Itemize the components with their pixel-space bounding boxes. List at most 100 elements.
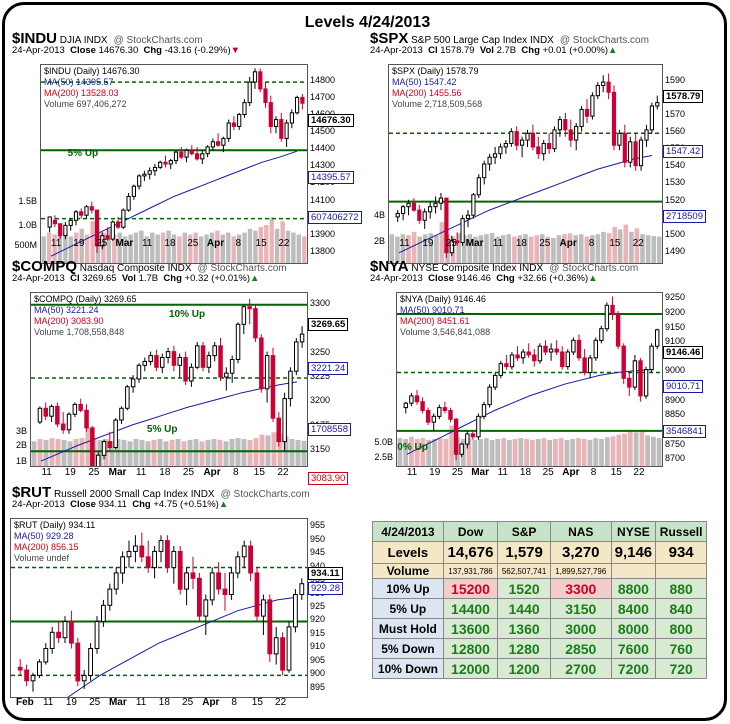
candle — [270, 347, 276, 422]
volume-bar — [117, 232, 122, 263]
y-tick-label: 3150 — [310, 444, 331, 455]
candle — [465, 210, 471, 228]
candle — [268, 95, 273, 134]
y-tick-label: 905 — [310, 654, 326, 665]
chg-direction-icon: ▲ — [588, 273, 598, 284]
candle — [571, 337, 576, 355]
x-tick-label: Apr — [206, 238, 225, 249]
price-box: 14395.57 — [308, 171, 354, 184]
candle — [247, 76, 252, 106]
level-value-cell: 720 — [655, 658, 707, 679]
candle — [17, 659, 23, 676]
volume-bar — [171, 234, 177, 263]
candle — [552, 126, 557, 153]
volume-bar — [518, 438, 524, 466]
volume-bar — [229, 439, 235, 466]
candle — [235, 322, 241, 364]
chart-symbol: $NYA — [370, 258, 409, 275]
candle — [649, 343, 654, 373]
candle — [593, 337, 599, 361]
x-tick-label: 8 — [235, 238, 242, 249]
price-svg — [397, 296, 662, 466]
volume-bar — [528, 236, 534, 263]
y-tick-label: 3225 — [310, 371, 331, 382]
volume-bar — [95, 230, 101, 263]
candle — [514, 126, 519, 151]
candle — [130, 375, 136, 393]
candle — [632, 355, 638, 390]
level-sp: 1,579 — [497, 541, 551, 564]
levels-table: 4/24/2013 Dow S&P NAS NYSE Russell Level… — [372, 521, 707, 679]
candle — [90, 425, 95, 466]
candle — [554, 340, 559, 355]
y-tick-label: 9000 — [665, 365, 686, 376]
x-tick-label: Apr — [203, 467, 221, 478]
volume-bar — [512, 236, 517, 263]
x-tick-label: 19 — [422, 238, 434, 249]
volume-tick-label: 5.0B — [374, 436, 393, 447]
x-tick-label: Apr — [202, 697, 220, 708]
candle — [590, 92, 595, 120]
chart-legend: $RUT (Daily) 934.11 MA(50) 929.28 MA(200) … — [14, 520, 95, 564]
candle — [84, 404, 89, 432]
volume-bar — [289, 439, 295, 466]
candle — [261, 594, 266, 635]
candle — [644, 124, 649, 147]
volume-bar — [483, 438, 489, 466]
candle — [498, 360, 503, 379]
candle — [221, 136, 226, 153]
chart-subheader: 24-Apr-2013 Close 9146.46 Chg +32.66 (+0… — [370, 273, 598, 284]
y-tick-label: 1540 — [665, 160, 686, 171]
candle — [206, 351, 212, 374]
level-value-cell: 3300 — [550, 578, 612, 599]
chg-value: +0.32 (+0.01%) — [184, 273, 251, 284]
volume-bar — [573, 235, 578, 263]
volume-bar — [226, 232, 231, 263]
volume-bar — [623, 224, 629, 263]
volume-axis: 4B 2B — [366, 64, 387, 264]
candle — [63, 222, 68, 240]
chart-date: 24-Apr-2013 — [370, 273, 423, 284]
candle — [395, 210, 400, 222]
price-svg — [389, 73, 662, 263]
candle — [543, 340, 548, 355]
legend-price: $RUT (Daily) 934.11 — [14, 520, 96, 530]
candle — [284, 119, 289, 147]
candle — [241, 304, 247, 335]
volume-bar — [564, 439, 570, 466]
chg-value: +0.01 (+0.00%) — [542, 45, 609, 56]
level-value-cell: 1520 — [497, 578, 551, 599]
candle — [588, 355, 593, 379]
volume-bar — [182, 232, 187, 263]
volume-tick-label: 2B — [15, 440, 27, 450]
x-tick-label: 18 — [515, 238, 527, 249]
volume-bar — [247, 439, 253, 466]
chg-direction-icon: ▲ — [608, 45, 618, 56]
volume-bar — [500, 235, 506, 263]
candle — [258, 68, 263, 93]
ma50-line — [40, 381, 298, 462]
volume-tick-label: 500M — [14, 240, 37, 250]
volume-bar — [106, 228, 111, 263]
volume-bar — [63, 230, 68, 263]
chart-legend: $SPX (Daily) 1578.79 MA(50) 1547.42 MA(200… — [392, 66, 482, 110]
volume-bar — [553, 439, 558, 466]
level-value-cell: 1440 — [497, 598, 551, 619]
candle — [47, 216, 52, 233]
price-plot: $SPX (Daily) 1578.79 MA(50) 1547.42 MA(200… — [388, 64, 663, 264]
volume-axis: 5.0B 2.5B — [366, 292, 395, 467]
volume-bar — [587, 439, 593, 466]
x-tick-label: 11 — [41, 467, 52, 478]
candle — [216, 562, 221, 595]
candle — [293, 589, 298, 633]
candle — [448, 407, 453, 423]
candle — [184, 567, 189, 606]
volume-bar — [639, 430, 645, 466]
chart-subheader: 24-Apr-2013 Close 14676.30 Chg -43.16 (-… — [12, 45, 240, 56]
candle — [133, 535, 138, 563]
candle — [520, 136, 525, 158]
x-tick-label: 11 — [42, 697, 54, 708]
y-tick-label: 9200 — [665, 307, 686, 318]
volume-bar — [495, 439, 501, 466]
x-tick-label: 25 — [89, 697, 101, 708]
